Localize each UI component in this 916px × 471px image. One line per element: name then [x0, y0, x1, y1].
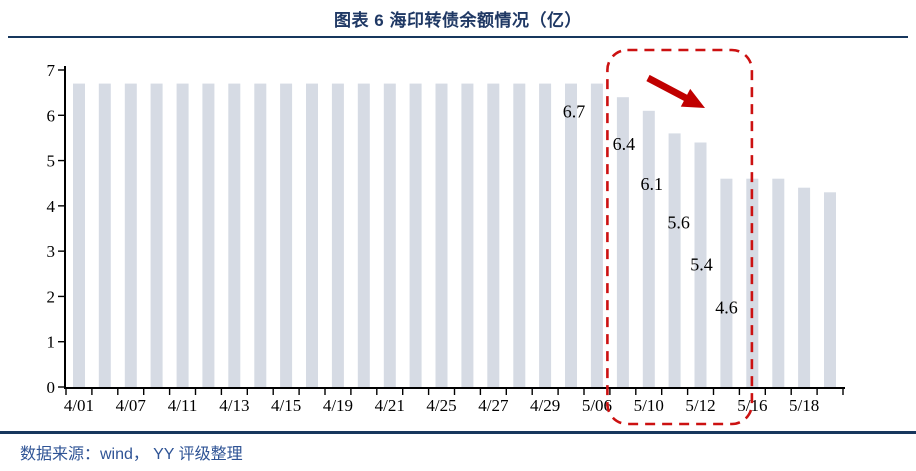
bar-chart: 0 1 2 3 4 5 6 7 4/01 4/07 4/11 4/13 4/15 4/19 4/21 4/25…	[47, 48, 845, 426]
bar	[150, 83, 163, 387]
highlight-dashed-box	[606, 48, 754, 426]
title-divider	[8, 36, 908, 38]
bar	[539, 83, 552, 387]
y-tick-label: 5	[47, 152, 56, 171]
x-tick-label: 4/29	[530, 396, 560, 415]
bar	[254, 83, 267, 387]
value-label: 6.7	[563, 102, 586, 122]
bar	[331, 83, 344, 387]
bar	[487, 83, 500, 387]
x-tick-label: 5/18	[789, 396, 819, 415]
bar	[798, 187, 811, 387]
bar	[202, 83, 215, 387]
bar	[306, 83, 318, 387]
bar	[772, 178, 785, 387]
x-tick-label: 5/16	[737, 396, 767, 415]
value-label: 6.4	[613, 134, 636, 154]
y-tick-label: 0	[47, 378, 56, 397]
y-tick-label: 2	[47, 287, 56, 306]
x-tick-label: 4/27	[478, 396, 509, 415]
bar	[668, 133, 681, 387]
bar	[228, 83, 241, 387]
x-tick-label: 4/21	[375, 396, 405, 415]
data-source-note: 数据来源：wind， YY 评级整理	[20, 446, 243, 463]
y-tick-label: 4	[47, 197, 56, 216]
x-tick-label: 4/15	[271, 396, 301, 415]
bar	[98, 83, 111, 387]
x-tick-label: 5/10	[634, 396, 664, 415]
bar	[565, 83, 577, 387]
bar	[461, 83, 474, 387]
footer-divider	[0, 431, 916, 434]
value-label: 5.4	[690, 254, 713, 274]
x-tick-label: 4/01	[64, 396, 94, 415]
bar	[642, 110, 655, 388]
y-tick-label: 3	[47, 242, 56, 261]
bar	[383, 83, 396, 387]
bar	[824, 192, 836, 387]
bar	[694, 142, 707, 387]
value-label: 5.6	[667, 212, 690, 232]
figure-title: 图表 6 海印转债余额情况（亿）	[334, 11, 582, 30]
bar	[280, 83, 293, 387]
x-tick-label: 4/19	[323, 396, 353, 415]
bar	[176, 83, 189, 387]
bar	[720, 178, 733, 387]
x-tick-label: 5/06	[582, 396, 612, 415]
y-tick-label: 1	[47, 333, 56, 352]
bar	[616, 97, 629, 387]
x-tick-label: 4/25	[426, 396, 456, 415]
y-tick-label: 7	[47, 61, 56, 80]
y-tick-label: 6	[47, 106, 56, 125]
bar	[124, 83, 137, 387]
decline-arrow-icon	[646, 74, 705, 108]
x-tick-label: 5/12	[685, 396, 715, 415]
bar	[73, 83, 85, 387]
x-tick-label: 4/11	[168, 396, 198, 415]
value-label: 4.6	[715, 298, 738, 318]
bar	[409, 83, 422, 387]
x-tick-label: 4/07	[116, 396, 147, 415]
bar	[590, 83, 603, 387]
value-label: 6.1	[641, 174, 664, 194]
bar	[435, 83, 448, 387]
bar	[513, 83, 526, 387]
bar	[357, 83, 370, 387]
x-tick-label: 4/13	[219, 396, 249, 415]
